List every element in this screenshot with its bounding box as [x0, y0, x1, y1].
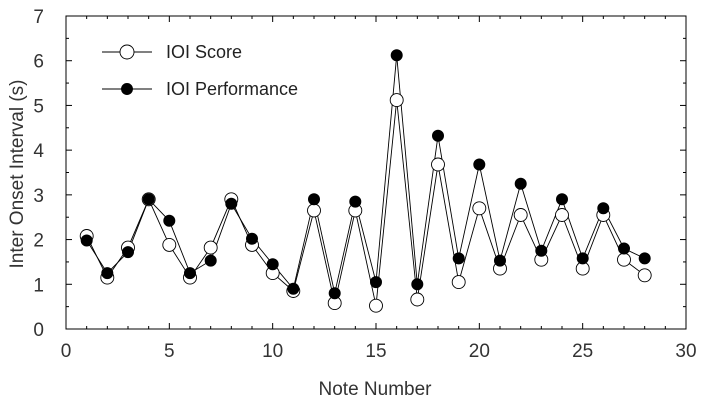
performance-point: [266, 258, 279, 271]
performance-point: [556, 193, 568, 206]
y-tick-label: 7: [33, 7, 44, 28]
y-tick-label: 1: [33, 275, 44, 296]
performance-point: [287, 282, 300, 295]
x-tick-label: 15: [365, 341, 386, 362]
x-tick-label: 0: [61, 341, 72, 362]
legend-label: IOI Score: [166, 42, 242, 62]
x-tick-label: 30: [675, 341, 696, 362]
score-point: [472, 201, 487, 216]
performance-point: [597, 202, 610, 215]
performance-point: [101, 267, 114, 280]
performance-point: [328, 287, 341, 300]
performance-point: [411, 278, 424, 291]
series-layer: [79, 49, 652, 313]
y-tick-label: 2: [33, 231, 44, 252]
score-point: [555, 208, 569, 222]
performance-point: [142, 193, 155, 206]
performance-point: [494, 254, 506, 267]
y-tick-label: 5: [33, 96, 44, 117]
performance-point: [473, 158, 486, 171]
performance-point: [225, 197, 238, 210]
y-tick-label: 6: [33, 52, 44, 73]
legend: IOI Score IOI Performance: [102, 42, 298, 99]
performance-point: [80, 234, 93, 247]
score-point: [637, 268, 652, 283]
performance-point: [390, 49, 403, 62]
score-point: [410, 292, 425, 307]
performance-point: [638, 252, 651, 265]
performance-point: [452, 252, 465, 265]
y-tick-label: 3: [33, 186, 44, 207]
score-point: [513, 208, 528, 222]
performance-point: [618, 242, 630, 255]
x-tick-label: 10: [262, 341, 283, 362]
score-point: [451, 275, 466, 290]
axes: 0 5 10 15 20 25 30 0 1 2 3 4 5 6 7: [33, 7, 696, 362]
performance-point: [576, 252, 589, 265]
x-axis-label: Note Number: [319, 379, 433, 400]
score-point: [307, 203, 321, 218]
legend-open-circle-marker: [119, 44, 135, 60]
y-tick-label: 4: [33, 141, 44, 162]
score-point: [203, 240, 218, 255]
performance-point: [204, 254, 217, 267]
performance-point: [122, 246, 134, 259]
x-tick-label: 5: [164, 341, 175, 362]
score-point: [389, 93, 404, 108]
legend-filled-circle-marker: [121, 83, 133, 95]
legend-label: IOI Performance: [166, 79, 298, 99]
performance-point: [370, 276, 382, 289]
y-axis-label: Inter Onset Interval (s): [7, 79, 28, 268]
x-tick-label: 20: [469, 341, 490, 362]
performance-point: [535, 244, 548, 257]
performance-point: [514, 177, 527, 190]
performance-point: [163, 214, 176, 227]
series-line: [86, 100, 645, 306]
score-point: [369, 298, 383, 313]
score-point: [431, 157, 445, 172]
performance-point: [184, 267, 196, 280]
performance-point: [432, 129, 444, 142]
performance-point: [246, 232, 258, 245]
y-tick-label: 0: [33, 320, 44, 341]
performance-point: [349, 195, 362, 208]
x-tick-label: 25: [572, 341, 593, 362]
series-line: [86, 55, 645, 294]
score-point: [162, 237, 177, 252]
performance-point: [308, 193, 320, 206]
score-point: [617, 252, 631, 267]
